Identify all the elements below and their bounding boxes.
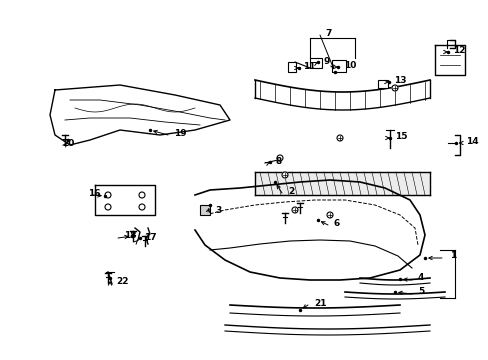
Bar — [377, 80, 387, 88]
Text: 7: 7 — [325, 28, 331, 37]
Text: 8: 8 — [274, 157, 281, 166]
Text: 9: 9 — [323, 57, 329, 66]
Text: 18: 18 — [124, 231, 136, 240]
Text: 15: 15 — [394, 131, 407, 140]
Text: 20: 20 — [62, 139, 74, 148]
Circle shape — [391, 85, 397, 91]
Bar — [287, 62, 295, 72]
Circle shape — [336, 135, 342, 141]
Circle shape — [326, 212, 332, 218]
Circle shape — [276, 155, 283, 161]
Text: 13: 13 — [393, 76, 406, 85]
Text: 12: 12 — [452, 45, 465, 54]
Circle shape — [282, 172, 287, 178]
Text: 16: 16 — [88, 189, 101, 198]
Text: 22: 22 — [116, 276, 128, 285]
Bar — [200, 205, 209, 215]
Text: 10: 10 — [343, 60, 356, 69]
Text: 17: 17 — [143, 234, 156, 243]
Circle shape — [291, 207, 297, 213]
Text: 3: 3 — [215, 206, 221, 215]
Text: 19: 19 — [174, 129, 186, 138]
Text: 2: 2 — [287, 186, 294, 195]
Text: 14: 14 — [465, 136, 478, 145]
Bar — [309, 58, 321, 68]
Text: 11: 11 — [303, 62, 315, 71]
Text: 1: 1 — [449, 252, 455, 261]
Bar — [331, 60, 346, 72]
Text: 5: 5 — [417, 288, 424, 297]
Text: 4: 4 — [417, 274, 424, 283]
Text: 6: 6 — [333, 219, 340, 228]
Text: 21: 21 — [313, 298, 326, 307]
